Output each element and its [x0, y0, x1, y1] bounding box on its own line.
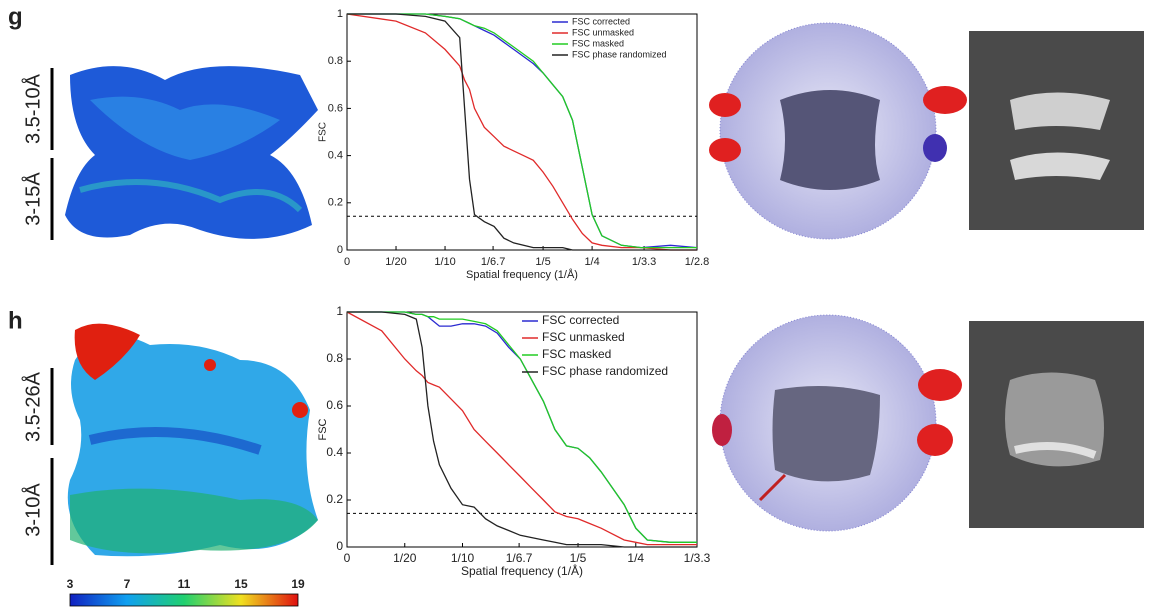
range-label: 3.5-10Å [21, 73, 44, 144]
legend-label: FSC phase randomized [572, 49, 667, 59]
angular-distribution [709, 22, 967, 240]
colorbar-tick-label: 15 [234, 577, 248, 591]
x-tick-label: 1/4 [627, 551, 644, 565]
legend-label: FSC unmasked [572, 27, 634, 37]
range-label: 3-10Å [21, 483, 44, 537]
panel-letter: g [8, 3, 23, 30]
colorbar-tick-label: 19 [291, 577, 305, 591]
density-map [65, 66, 318, 239]
x-tick-label: 1/6.7 [481, 256, 505, 268]
legend-label: FSC corrected [572, 16, 630, 26]
colorbar-tick-label: 11 [178, 577, 191, 591]
x-axis-label: Spatial frequency (1/Å) [461, 563, 583, 578]
y-tick-label: 1 [337, 8, 343, 20]
x-tick-label: 1/10 [434, 256, 455, 268]
y-tick-label: 0.6 [326, 398, 343, 412]
fsc-curve [347, 311, 697, 543]
colorbar-tick-label: 3 [67, 577, 74, 591]
legend-label: FSC masked [542, 347, 611, 361]
fsc-curve [346, 13, 697, 251]
legend-label: FSC unmasked [542, 330, 625, 344]
x-tick-label: 1/2.8 [685, 256, 709, 268]
legend-label: FSC masked [572, 38, 624, 48]
y-axis-label: FSC [318, 122, 329, 142]
y-tick-label: 0.6 [328, 102, 343, 114]
range-label: 3-15Å [21, 172, 44, 226]
fsc-curve [347, 311, 697, 548]
angular-distribution [712, 314, 962, 532]
x-tick-label: 1/10 [451, 551, 475, 565]
fsc-curve [347, 13, 697, 251]
y-tick-label: 0.4 [326, 445, 343, 459]
x-tick-label: 1/20 [393, 551, 417, 565]
x-tick-label: 0 [344, 256, 350, 268]
x-tick-label: 1/3.3 [684, 551, 711, 565]
y-tick-label: 0.8 [328, 55, 343, 67]
plot-frame [346, 13, 698, 251]
y-tick-label: 0.4 [328, 150, 343, 162]
range-label: 3.5-26Å [21, 371, 44, 442]
fsc-curve [346, 311, 697, 546]
density-map [67, 323, 319, 557]
x-tick-label: 1/4 [584, 256, 599, 268]
plot-frame [346, 311, 698, 548]
y-tick-label: 0 [336, 539, 343, 553]
legend-label: FSC phase randomized [542, 364, 668, 378]
x-tick-label: 1/20 [385, 256, 406, 268]
y-tick-label: 0.2 [328, 197, 343, 209]
x-tick-label: 0 [344, 551, 351, 565]
x-tick-label: 1/5 [535, 256, 550, 268]
y-tick-label: 0.2 [326, 492, 343, 506]
colorbar-tick-label: 7 [124, 577, 131, 591]
class-average [969, 321, 1144, 528]
x-tick-label: 1/3.3 [632, 256, 656, 268]
x-axis-label: Spatial frequency (1/Å) [466, 268, 578, 281]
y-tick-label: 1 [336, 304, 343, 318]
fsc-curve [347, 13, 697, 249]
legend-label: FSC corrected [542, 313, 619, 327]
fsc-curve [347, 311, 697, 543]
colorbar [69, 593, 299, 607]
class-average [969, 31, 1144, 230]
panel-letter: h [8, 307, 23, 334]
y-axis-label: FSC [317, 418, 329, 440]
x-tick-label: 1/6.7 [506, 551, 533, 565]
x-tick-label: 1/5 [570, 551, 587, 565]
y-tick-label: 0 [337, 244, 343, 256]
y-tick-label: 0.8 [326, 351, 343, 365]
